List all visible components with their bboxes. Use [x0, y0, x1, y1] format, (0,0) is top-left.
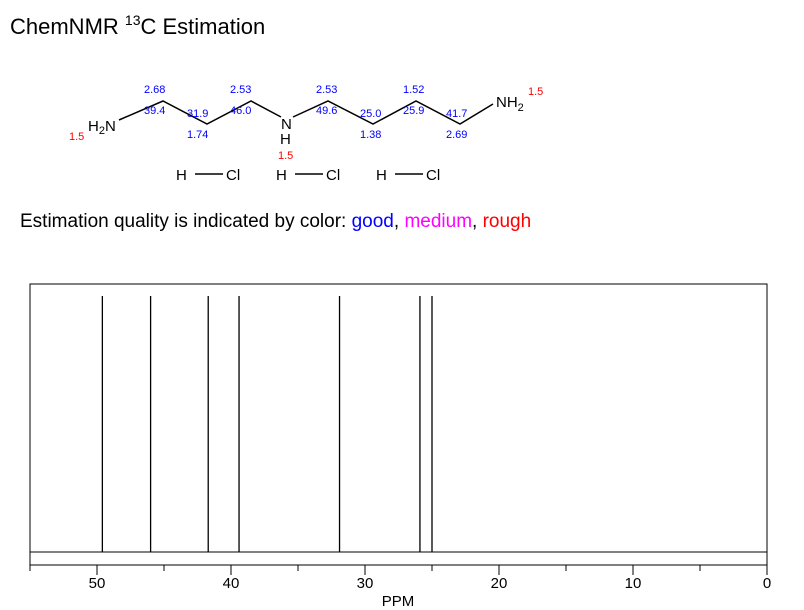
center-nh-shift: 1.5 [278, 150, 293, 162]
carbon-1-c-shift: 39.4 [144, 105, 165, 117]
left-amine-h-shift: 1.5 [69, 131, 84, 143]
page-title: ChemNMR 13C Estimation [10, 12, 265, 40]
quality-medium: medium [404, 211, 473, 232]
carbon-3-c-shift: 46.0 [230, 105, 251, 117]
carbon-2-c-shift: 31.9 [187, 108, 208, 120]
tick-label-40: 40 [223, 575, 240, 592]
x-axis-label: PPM [382, 593, 415, 610]
right-amine-h-shift: 1.5 [528, 86, 543, 98]
carbon-2-h-shift: 1.74 [187, 129, 208, 141]
tick-label-0: 0 [763, 575, 771, 592]
salt-cl-3: Cl [426, 167, 440, 184]
ticks-layer: 50 40 30 20 10 0 [29, 565, 771, 592]
center-n-label: N [281, 116, 292, 133]
tick-label-30: 30 [357, 575, 374, 592]
quality-prefix: Estimation quality is indicated by color… [20, 211, 352, 232]
tick-label-20: 20 [491, 575, 508, 592]
carbon-6-c-shift: 25.9 [403, 105, 424, 117]
left-amine-label: H2N [88, 118, 116, 137]
quality-good: good [351, 211, 394, 232]
quality-sep-1: , [393, 211, 405, 232]
salt-h-1: H [176, 167, 187, 184]
plot-frame [29, 283, 768, 553]
carbon-3-h-shift: 2.53 [230, 84, 251, 96]
right-amine-label: NH2 [496, 94, 524, 114]
salt-cl-2: Cl [326, 167, 340, 184]
title-suffix: C Estimation [140, 14, 266, 39]
carbon-5-h-shift: 1.38 [360, 129, 381, 141]
axis-strip [29, 551, 768, 566]
carbon-6-h-shift: 1.52 [403, 84, 424, 96]
salt-cl-1: Cl [226, 167, 240, 184]
title-isotope: 13 [124, 12, 141, 28]
left-chain-bonds [118, 100, 282, 125]
center-h-label: H [280, 131, 291, 148]
carbon-4-h-shift: 2.53 [316, 84, 337, 96]
carbon-7-c-shift: 41.7 [446, 108, 467, 120]
molecule-structure: H2N NH2 N H H Cl H Cl H Cl 1.5 1.5 1.5 2… [69, 84, 543, 184]
quality-legend: Estimation quality is indicated by color… [20, 211, 531, 233]
salt-h-3: H [376, 167, 387, 184]
title-prefix: ChemNMR [10, 14, 125, 39]
tick-label-50: 50 [89, 575, 106, 592]
molecule-bonds [118, 100, 494, 175]
peaks-layer [101, 296, 433, 552]
quality-sep-2: , [472, 211, 483, 232]
tick-label-10: 10 [625, 575, 642, 592]
carbon-7-h-shift: 2.69 [446, 129, 467, 141]
right-chain-bonds [292, 100, 494, 125]
carbon-4-c-shift: 49.6 [316, 105, 337, 117]
carbon-5-c-shift: 25.0 [360, 108, 381, 120]
salt-h-2: H [276, 167, 287, 184]
carbon-1-h-shift: 2.68 [144, 84, 165, 96]
quality-rough: rough [482, 211, 532, 232]
